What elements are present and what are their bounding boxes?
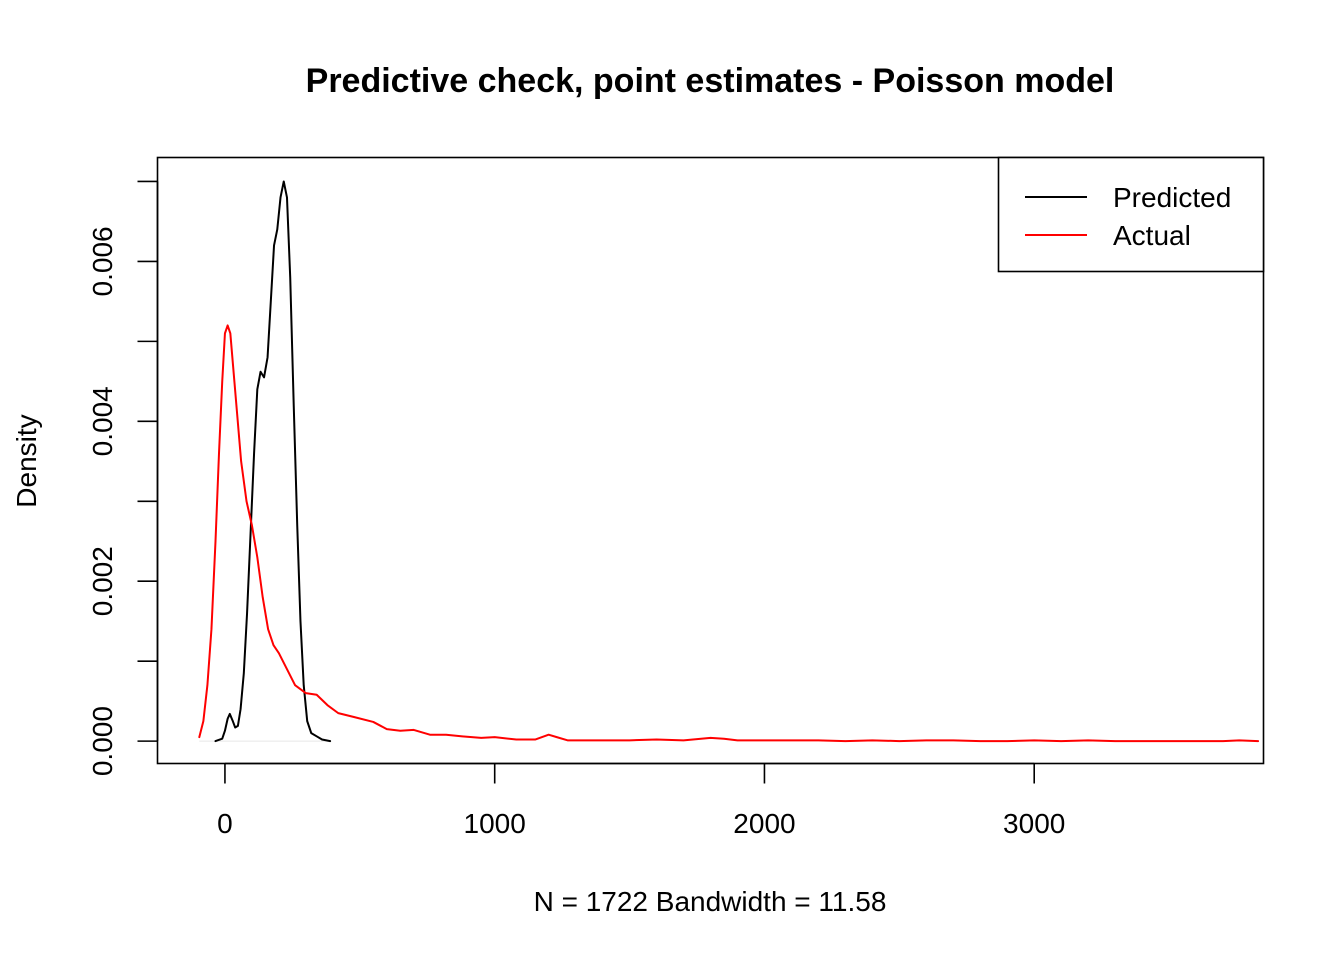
- series-line-predicted: [214, 180, 332, 743]
- legend-box: [997, 156, 1265, 273]
- x-tick-label: 0: [217, 808, 233, 839]
- y-tick-label: 0.002: [87, 546, 118, 616]
- legend: Predicted Actual: [997, 156, 1265, 273]
- x-axis-label: N = 1722 Bandwidth = 11.58: [534, 886, 887, 917]
- y-axis-label: Density: [11, 414, 42, 507]
- series-line-actual: [198, 324, 1260, 743]
- legend-label-predicted: Predicted: [1113, 182, 1231, 213]
- legend-label-actual: Actual: [1113, 220, 1191, 251]
- y-tick-label: 0.000: [87, 706, 118, 776]
- x-axis: 0 1000 2000 3000: [217, 762, 1065, 839]
- series-layer: [198, 180, 1260, 743]
- x-tick-label: 3000: [1003, 808, 1065, 839]
- x-tick-label: 2000: [733, 808, 795, 839]
- y-tick-label: 0.006: [87, 226, 118, 296]
- x-tick-label: 1000: [464, 808, 526, 839]
- chart-title: Predictive check, point estimates - Pois…: [306, 62, 1115, 100]
- plot-frame: [156, 156, 1265, 765]
- y-tick-label: 0.004: [87, 386, 118, 456]
